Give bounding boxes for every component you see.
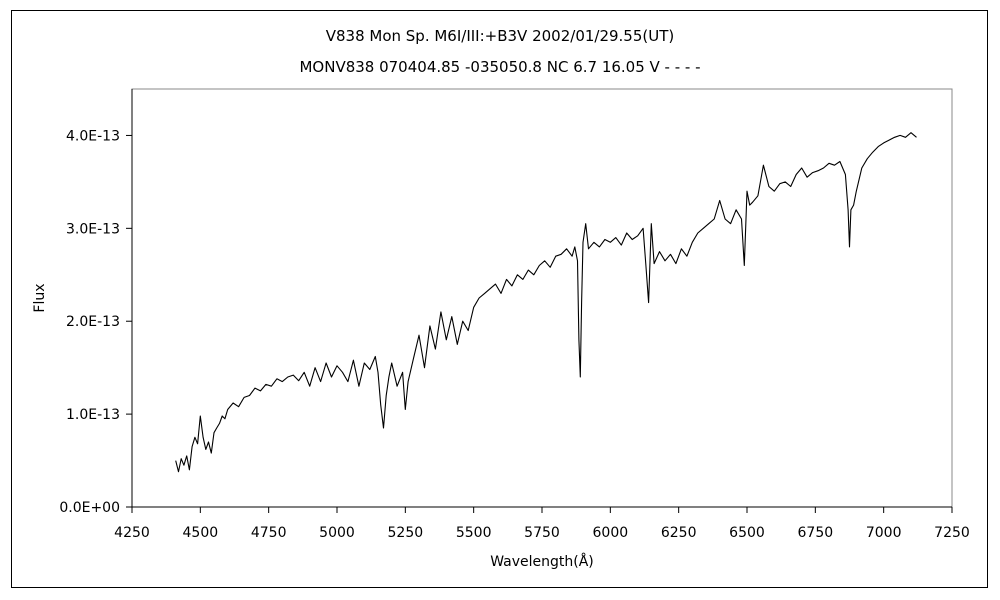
chart-frame bbox=[11, 10, 988, 588]
y-axis-label: Flux bbox=[32, 283, 48, 312]
chart-subtitle: MONV838 070404.85 -035050.8 NC 6.7 16.05… bbox=[299, 58, 700, 76]
y-axis: 0.0E+00 1.0E-13 2.0E-13 3.0E-13 4.0E-13 bbox=[59, 89, 133, 516]
x-tick-label: 6250 bbox=[661, 525, 697, 541]
x-tick-label: 5000 bbox=[319, 525, 355, 541]
x-tick-label: 4750 bbox=[251, 525, 287, 541]
x-tick-label: 7250 bbox=[934, 525, 970, 541]
x-axis-label: Wavelength(Å) bbox=[490, 553, 594, 570]
x-tick-label: 4500 bbox=[183, 525, 219, 541]
x-tick-label: 5500 bbox=[456, 525, 492, 541]
y-tick-label: 3.0E-13 bbox=[66, 221, 120, 237]
plot-area-border bbox=[131, 88, 953, 508]
y-tick-label: 4.0E-13 bbox=[66, 128, 120, 144]
x-tick-label: 4250 bbox=[114, 525, 150, 541]
y-tick-label: 1.0E-13 bbox=[66, 407, 120, 423]
x-tick-label: 7000 bbox=[866, 525, 902, 541]
x-tick-label: 6000 bbox=[593, 525, 629, 541]
series-layer bbox=[175, 132, 917, 473]
chart-title: V838 Mon Sp. M6I/III:+B3V 2002/01/29.55(… bbox=[326, 27, 675, 45]
spectrum-line bbox=[175, 132, 917, 473]
y-tick-label: 0.0E+00 bbox=[59, 500, 120, 516]
y-tick-label: 2.0E-13 bbox=[66, 314, 120, 330]
x-tick-label: 6750 bbox=[798, 525, 834, 541]
x-tick-label: 5250 bbox=[388, 525, 424, 541]
x-axis: 4250 4500 4750 5000 5250 5500 5750 6000 6250 6500… bbox=[114, 506, 970, 541]
x-tick-label: 5750 bbox=[524, 525, 560, 541]
x-tick-label: 6500 bbox=[729, 525, 765, 541]
